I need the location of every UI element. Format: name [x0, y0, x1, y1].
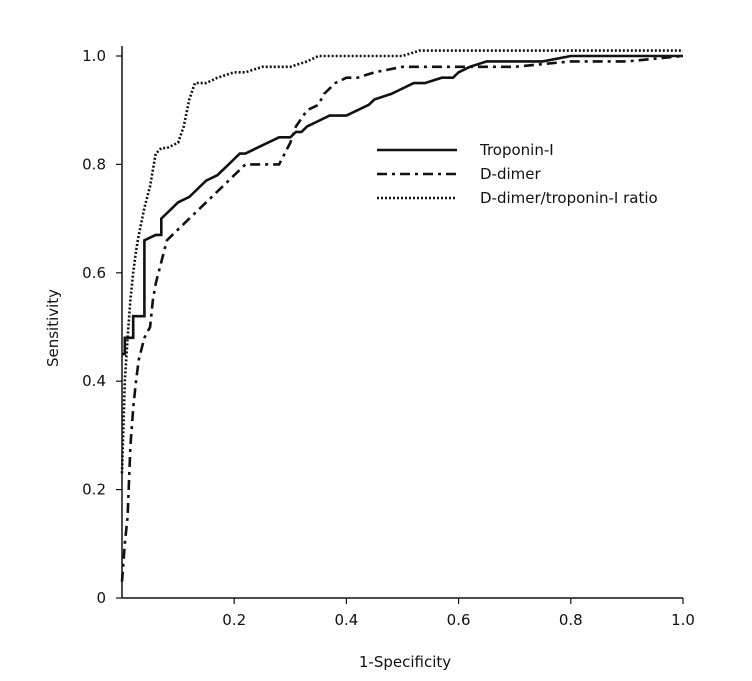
y-tick-label: 0.4 — [82, 372, 106, 390]
y-tick-label: 0.2 — [82, 481, 106, 499]
series-group — [120, 49, 684, 582]
series-line-1 — [122, 54, 683, 356]
axes: 0.2 0.4 0.6 0.8 1.0 0 0.2 0.4 0.6 0.8 1.0 — [82, 46, 695, 629]
legend-label-1: Troponin-I — [479, 141, 554, 159]
x-tick-label: 0.4 — [334, 611, 358, 629]
legend-label-3: D-dimer/troponin-I ratio — [480, 189, 658, 207]
y-tick-label: 0.8 — [82, 155, 106, 173]
series-line-2 — [120, 54, 684, 582]
y-axis-label: Sensitivity — [44, 289, 62, 367]
x-tick-label: 0.6 — [447, 611, 471, 629]
legend-label-2: D-dimer — [480, 165, 541, 183]
y-tick-label: 1.0 — [82, 47, 106, 65]
x-axis-label: 1-Specificity — [359, 653, 451, 671]
x-tick-label: 0.2 — [222, 611, 246, 629]
legend: Troponin-I D-dimer D-dimer/troponin-I rati… — [377, 141, 658, 207]
x-tick-label: 0.8 — [559, 611, 583, 629]
y-tick-label: 0 — [96, 589, 106, 607]
y-tick-label: 0.6 — [82, 264, 106, 282]
series-line-3 — [120, 49, 683, 474]
x-tick-label: 1.0 — [671, 611, 695, 629]
